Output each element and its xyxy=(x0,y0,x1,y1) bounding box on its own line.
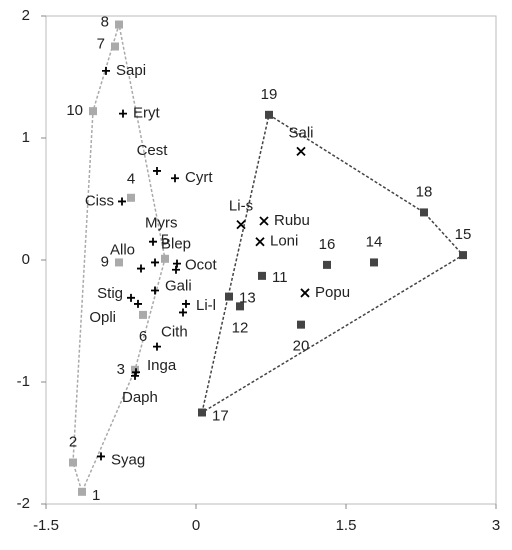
point-label: 17 xyxy=(212,407,229,424)
point-label: Rubu xyxy=(274,212,310,229)
site-point xyxy=(161,254,169,263)
x-tick-label: 3 xyxy=(492,517,500,534)
site-point xyxy=(297,320,305,329)
point-label: 7 xyxy=(97,35,105,52)
species-point xyxy=(127,293,135,302)
point-label: 2 xyxy=(69,433,77,450)
species-point xyxy=(153,342,161,351)
species-point xyxy=(119,109,127,118)
y-tick-label: -1 xyxy=(17,373,30,390)
site-point xyxy=(127,193,135,202)
point-label: 20 xyxy=(293,338,310,355)
species-point xyxy=(179,308,187,317)
point-label: Sali xyxy=(288,124,313,141)
point-label: Li-l xyxy=(196,297,216,314)
site-point xyxy=(198,408,206,417)
point-label: Cith xyxy=(161,324,188,341)
site-point xyxy=(139,310,147,319)
species-point xyxy=(172,265,180,274)
site-point xyxy=(236,302,244,311)
species-point xyxy=(182,299,190,308)
point-label: Allo xyxy=(110,242,135,259)
point-label: 6 xyxy=(139,328,147,345)
point-label: 19 xyxy=(261,86,278,103)
point-label: Stig xyxy=(97,285,123,302)
point-label: Blep xyxy=(161,235,191,252)
site-point xyxy=(323,260,331,269)
point-label: 18 xyxy=(416,183,433,200)
species-point xyxy=(153,166,161,175)
point-label: Daph xyxy=(122,389,158,406)
point-label: 14 xyxy=(366,233,383,250)
y-tick-label: -2 xyxy=(17,495,30,512)
point-label: 9 xyxy=(101,253,109,270)
point-label: Cyrt xyxy=(185,169,213,186)
point-label: 15 xyxy=(455,226,472,243)
point-label: 8 xyxy=(101,14,109,31)
x-tick-label: 0 xyxy=(192,517,200,534)
site-point xyxy=(265,110,273,119)
point-label: Eryt xyxy=(133,105,161,122)
point-label: Li-s xyxy=(229,198,253,215)
site-point xyxy=(131,365,139,374)
species-point xyxy=(149,237,157,246)
point-label: Popu xyxy=(315,284,350,301)
species-point xyxy=(151,258,159,267)
point-label: 3 xyxy=(117,361,125,378)
species-point xyxy=(296,146,306,157)
species-point xyxy=(151,286,159,295)
site-point xyxy=(115,20,123,29)
site-point xyxy=(258,271,266,280)
point-label: Opli xyxy=(89,309,116,326)
point-label: 11 xyxy=(272,269,288,286)
species-point xyxy=(236,219,246,230)
hull xyxy=(200,113,465,415)
species-point xyxy=(132,368,140,377)
site-point xyxy=(370,258,378,267)
species-point xyxy=(137,264,145,273)
point-label: Sapi xyxy=(116,62,146,79)
site-point xyxy=(115,258,123,267)
species-point xyxy=(173,259,181,268)
y-tick-label: 1 xyxy=(22,129,30,146)
point-label: 10 xyxy=(66,102,83,119)
site-point xyxy=(69,458,77,467)
species-point xyxy=(97,452,105,461)
site-point xyxy=(225,292,233,301)
species-point xyxy=(134,299,142,308)
species-point xyxy=(131,371,139,380)
point-label: 1 xyxy=(92,487,100,504)
x-tick-label: -1.5 xyxy=(33,517,59,534)
species-point xyxy=(255,237,265,247)
point-label: Gali xyxy=(165,277,192,294)
point-label: Syag xyxy=(111,451,145,468)
species-point xyxy=(300,288,310,298)
site-point xyxy=(78,487,86,496)
point-label: Ciss xyxy=(85,192,114,209)
species-point xyxy=(102,66,110,75)
point-label: 16 xyxy=(319,236,336,253)
point-label: Inga xyxy=(147,357,177,374)
site-point xyxy=(89,107,97,116)
site-point xyxy=(420,208,428,217)
point-label: Cest xyxy=(137,142,169,159)
species-point xyxy=(171,174,179,183)
point-label: Myrs xyxy=(145,215,178,232)
point-label: Ocot xyxy=(185,257,218,274)
point-label: Loni xyxy=(270,233,298,250)
point-label: 12 xyxy=(232,319,249,336)
point-label: 4 xyxy=(127,171,135,188)
species-point xyxy=(118,197,126,206)
y-tick-label: 0 xyxy=(22,251,30,268)
point-label: 5 xyxy=(161,232,169,249)
site-point xyxy=(459,251,467,260)
site-point xyxy=(111,42,119,51)
x-tick-label: 1.5 xyxy=(336,517,357,534)
species-point xyxy=(259,216,269,226)
point-label: 13 xyxy=(239,290,256,307)
y-tick-label: 2 xyxy=(22,7,30,24)
